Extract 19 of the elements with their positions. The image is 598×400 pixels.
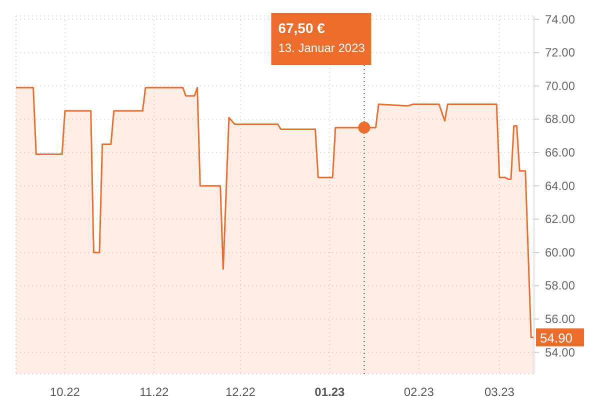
y-tick-label: 70.00 xyxy=(545,78,576,93)
y-tick-label: 62.00 xyxy=(545,212,576,226)
y-tick-label: 56.00 xyxy=(545,312,576,326)
y-tick-label: 60.00 xyxy=(545,245,576,260)
y-tick-label: 54.00 xyxy=(545,345,576,360)
x-tick-label: 02.23 xyxy=(404,385,434,399)
x-tick-label: 12.22 xyxy=(225,385,256,399)
x-tick-label: 11.22 xyxy=(140,385,170,399)
y-tick-label: 58.00 xyxy=(545,278,576,293)
x-tick-label: 01.23 xyxy=(314,385,346,399)
x-tick-label: 10.22 xyxy=(50,385,80,399)
annotation: 67,50 € 13. Januar 2023 xyxy=(278,20,366,55)
y-tick-label: 74.00 xyxy=(545,12,576,26)
x-tick-label: 03.23 xyxy=(484,385,515,399)
y-tick-label: 68.00 xyxy=(545,112,576,126)
text: 54.90 xyxy=(540,330,573,346)
y-tick-label: 66.00 xyxy=(545,146,576,160)
y-tick-label: 64.00 xyxy=(545,178,576,193)
y-tick-label: 72.00 xyxy=(545,46,576,60)
